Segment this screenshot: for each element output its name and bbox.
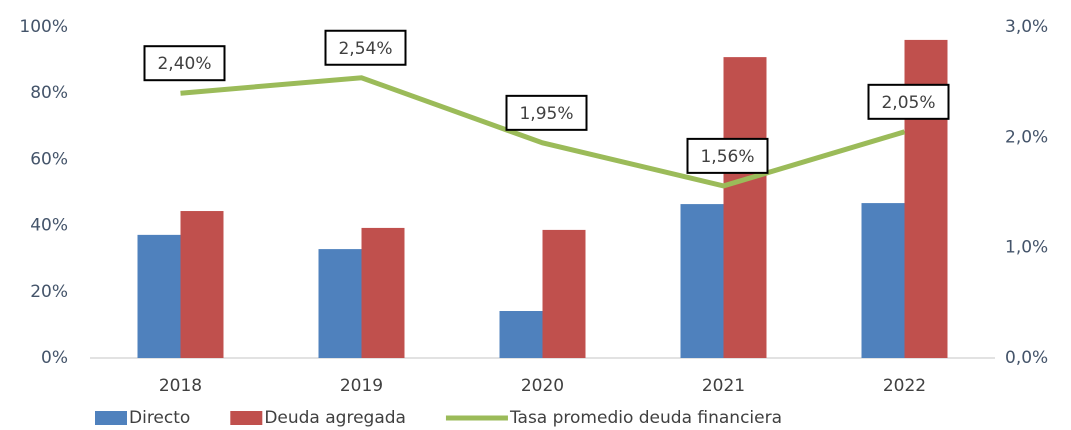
bar [542, 229, 586, 358]
y-tick-label: 0% [41, 348, 68, 368]
legend-label: Tasa promedio deuda financiera [509, 408, 782, 428]
y2-tick-label: 0,0% [1005, 348, 1048, 368]
bar [680, 204, 724, 358]
data-label-box [324, 29, 407, 66]
x-tick-label: 2022 [883, 376, 926, 396]
y-tick-label: 80% [30, 83, 68, 103]
bar [180, 211, 224, 358]
data-label: 1,95% [519, 104, 573, 124]
data-label-box [686, 137, 769, 174]
data-label: 2,54% [338, 39, 392, 59]
legend-swatch [95, 411, 127, 425]
y2-tick-label: 3,0% [1005, 17, 1048, 37]
y2-tick-label: 2,0% [1005, 127, 1048, 147]
y2-tick-label: 1,0% [1005, 238, 1048, 258]
bar [318, 249, 362, 358]
data-label-box [143, 45, 226, 82]
bar [861, 203, 905, 358]
y-tick-label: 40% [30, 216, 68, 236]
data-label: 2,05% [881, 93, 935, 113]
legend-swatch [230, 411, 263, 425]
x-tick-label: 2019 [340, 376, 383, 396]
y-tick-label: 60% [30, 149, 68, 169]
data-label-box [505, 94, 588, 131]
bar [361, 227, 405, 358]
y-tick-label: 20% [30, 282, 68, 302]
bar [137, 234, 181, 358]
y-tick-label: 100% [19, 17, 68, 37]
line [180, 75, 906, 189]
x-tick-label: 2020 [521, 376, 564, 396]
bar [499, 310, 543, 358]
bar [723, 57, 767, 358]
data-label-box [867, 83, 950, 120]
data-label: 1,56% [700, 147, 754, 167]
x-tick-label: 2021 [702, 376, 745, 396]
x-tick-label: 2018 [159, 376, 202, 396]
legend-label: Deuda agregada [264, 408, 406, 428]
legend-label: Directo [129, 408, 190, 428]
data-label: 2,40% [157, 54, 211, 74]
